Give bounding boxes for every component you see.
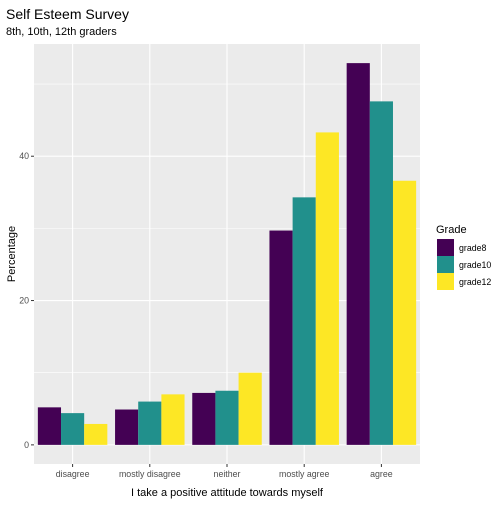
- legend-key-grade10: [437, 256, 454, 273]
- y-tick-label: 20: [19, 296, 29, 306]
- y-axis: 0 20 40: [19, 151, 34, 450]
- y-axis-title: Percentage: [6, 226, 18, 282]
- y-tick-label: 40: [19, 151, 29, 161]
- bar-grade12-4: [392, 180, 417, 445]
- x-tick-label: mostly agree: [279, 469, 329, 479]
- chart-subtitle: 8th, 10th, 12th graders: [6, 26, 117, 38]
- x-tick-label: agree: [370, 469, 393, 479]
- legend-label-grade8: grade8: [459, 243, 486, 253]
- legend-key-grade12: [437, 273, 454, 290]
- x-tick-label: neither: [214, 469, 241, 479]
- x-axis: disagree mostly disagree neither mostly agr…: [56, 464, 393, 479]
- x-tick-label: mostly disagree: [119, 469, 181, 479]
- chart-title: Self Esteem Survey: [6, 6, 129, 22]
- bar-grade12-3: [315, 132, 339, 445]
- bar-grade10-4: [369, 101, 393, 445]
- bar-grade12-0: [84, 423, 108, 445]
- y-tick-label: 0: [24, 440, 29, 450]
- legend-label-grade10: grade10: [459, 260, 491, 270]
- bar-grade12-1: [161, 394, 185, 445]
- bar-grade10-3: [292, 197, 316, 445]
- legend-title: Grade: [436, 224, 467, 236]
- bar-grade8-4: [346, 63, 370, 445]
- bar-grade10-0: [61, 413, 85, 445]
- bar-grade8-1: [115, 409, 139, 445]
- legend: Grade grade8 grade10 grade12: [436, 224, 491, 290]
- bar-grade8-0: [37, 407, 62, 445]
- bar-grade8-3: [269, 230, 293, 445]
- bar-grade12-2: [238, 372, 262, 445]
- bar-grade8-2: [192, 392, 216, 445]
- legend-key-grade8: [437, 239, 454, 256]
- bar-grade10-1: [138, 401, 162, 445]
- x-axis-title: I take a positive attitude towards mysel…: [131, 487, 324, 499]
- legend-label-grade12: grade12: [459, 277, 491, 287]
- x-tick-label: disagree: [56, 469, 90, 479]
- bar-grade10-2: [215, 390, 239, 445]
- bars: [37, 63, 417, 445]
